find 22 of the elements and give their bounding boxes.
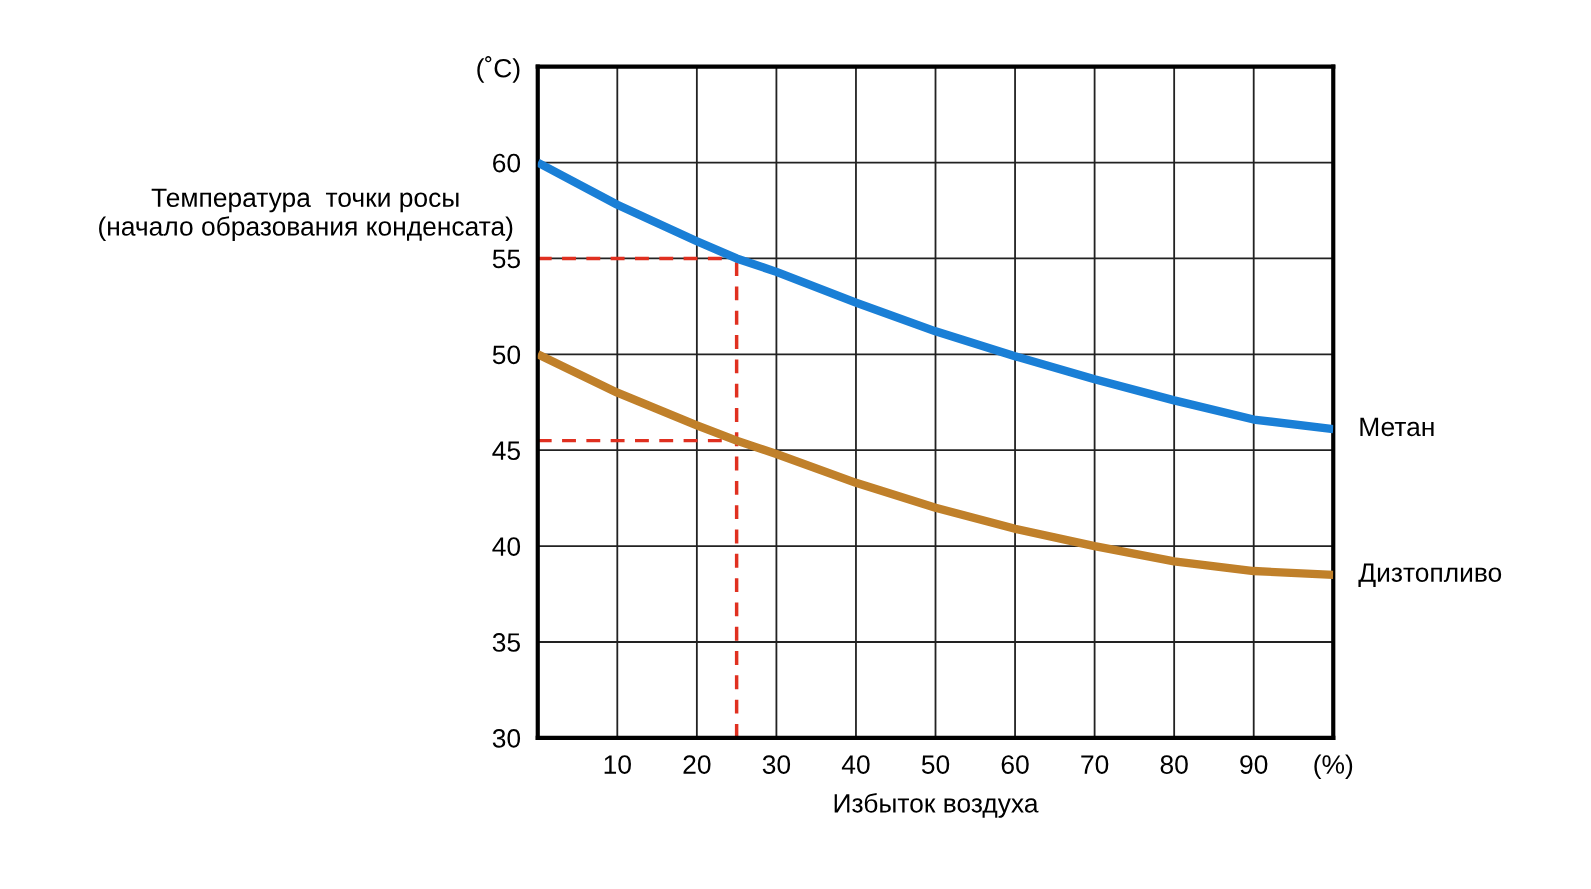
x-axis-title: Избыток воздуха (834, 793, 1039, 818)
y-tick-label: 60 (493, 153, 521, 173)
x-tick-label: 80 (1160, 755, 1188, 774)
x-tick-label: (%) (1314, 754, 1353, 780)
x-tick-label: 90 (1240, 755, 1268, 774)
y-tick-label: 35 (492, 633, 520, 652)
series-label: Метан (1360, 417, 1434, 437)
y-axis-title: Температура точки росы (начало образования конденсата) (99, 188, 513, 241)
x-tick-label: 40 (841, 755, 870, 774)
y-tick-label: 50 (492, 345, 521, 365)
x-tick-label: 30 (762, 755, 791, 774)
y-tick-label: 40 (492, 537, 521, 556)
y-tick-label: 55 (492, 249, 520, 269)
y-tick-label: 45 (492, 441, 520, 461)
y-tick-label: 30 (492, 729, 521, 748)
x-tick-label: 60 (1001, 755, 1029, 774)
x-tick-label: 10 (604, 755, 631, 774)
x-tick-label: 50 (921, 755, 950, 774)
x-tick-label: 70 (1081, 755, 1109, 774)
x-tick-label: 20 (683, 755, 711, 774)
series-label: Дизтопливо (1358, 563, 1502, 587)
y-tick-label: (˚C) (477, 56, 520, 83)
